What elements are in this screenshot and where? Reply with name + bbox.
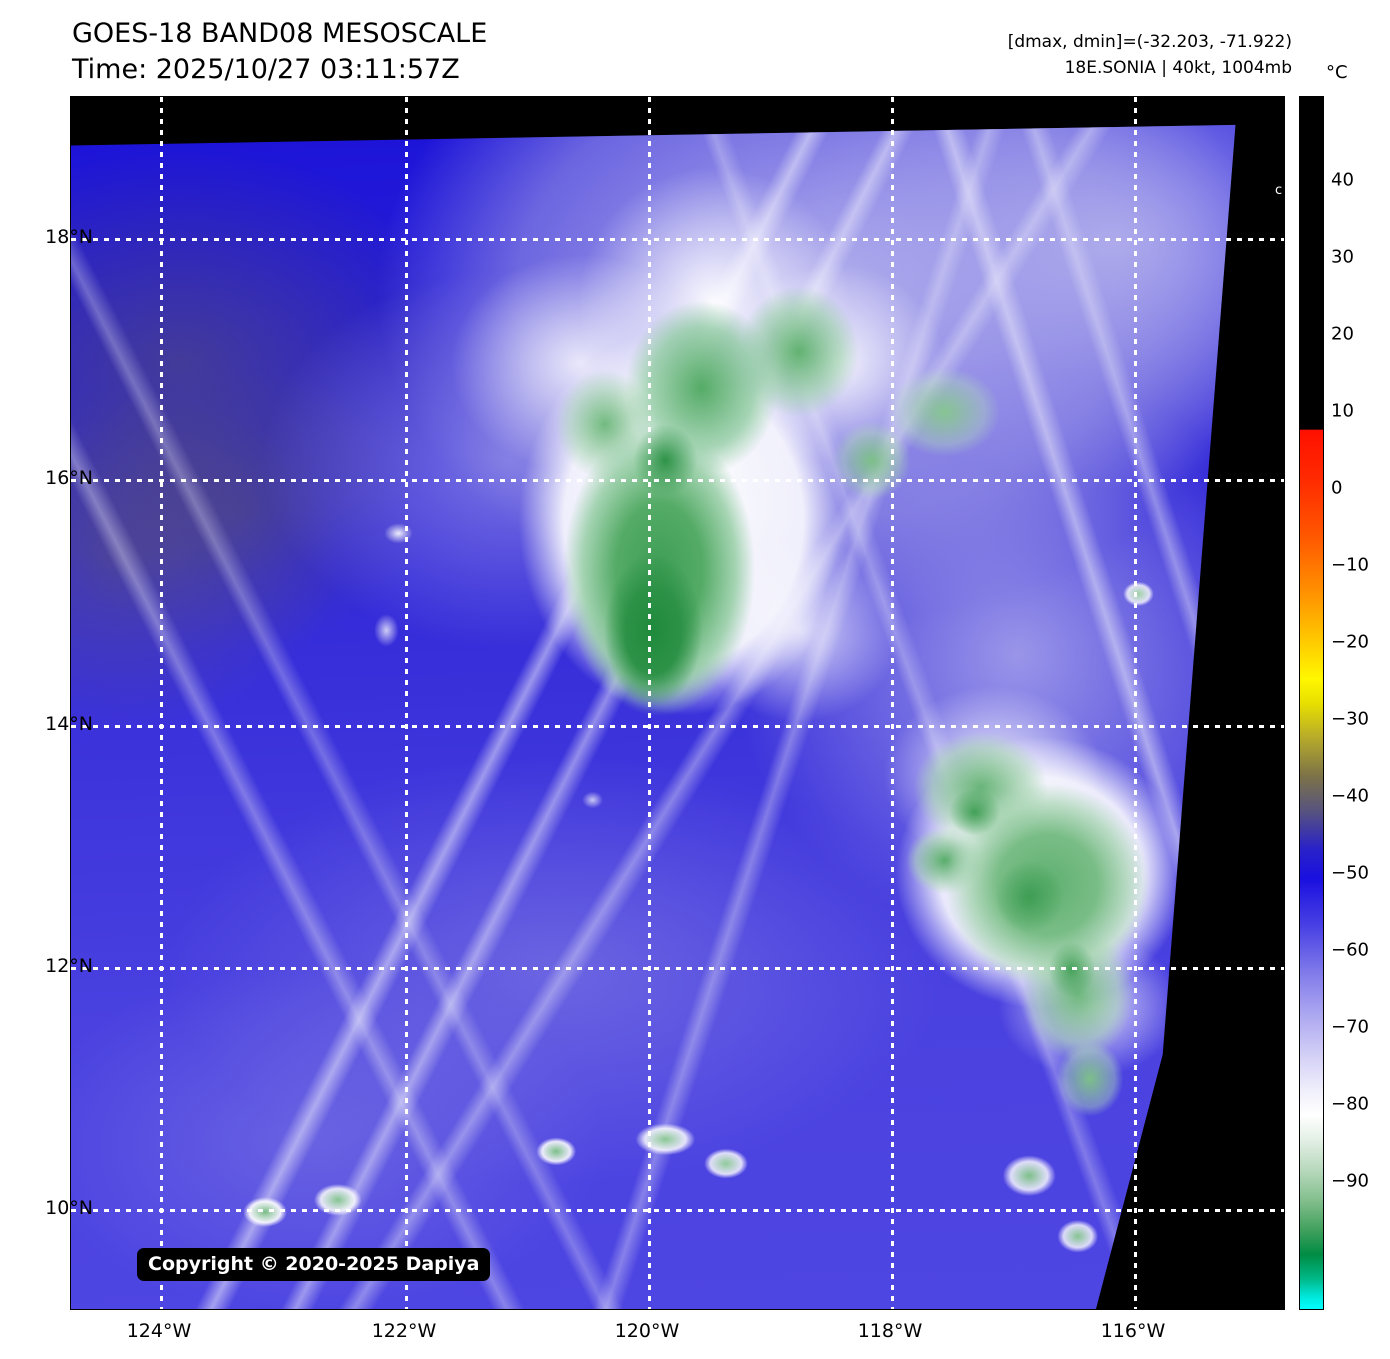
colorbar-tick-m80: −80 bbox=[1331, 1093, 1369, 1115]
satellite-raster bbox=[71, 124, 1236, 1309]
colorbar-tick-m40: −40 bbox=[1331, 785, 1369, 807]
temperature-colorbar[interactable] bbox=[1299, 96, 1324, 1310]
copyright-watermark: Copyright © 2020-2025 Dapiya bbox=[137, 1248, 491, 1281]
ytick-label-18n: 18°N bbox=[45, 226, 93, 248]
colorbar-tick-m60: −60 bbox=[1331, 939, 1369, 961]
colorbar-tick-m50: −50 bbox=[1331, 862, 1369, 884]
header-metadata-block: [dmax, dmin]=(-32.203, -71.922) 18E.SONI… bbox=[1008, 30, 1292, 81]
colorbar-tick-m10: −10 bbox=[1331, 554, 1369, 576]
colorbar-unit-label: °C bbox=[1326, 62, 1348, 83]
xtick-label-116w: 116°W bbox=[1100, 1320, 1166, 1342]
colorbar-tick-20: 20 bbox=[1331, 323, 1354, 345]
xtick-label-120w: 120°W bbox=[614, 1320, 680, 1342]
edge-artifact-glyph: c bbox=[1275, 183, 1283, 198]
layer-scattered-cells bbox=[71, 124, 1236, 1309]
ytick-label-12n: 12°N bbox=[45, 955, 93, 977]
colorbar-tick-m20: −20 bbox=[1331, 631, 1369, 653]
xtick-label-118w: 118°W bbox=[857, 1320, 923, 1342]
colorbar-tick-30: 30 bbox=[1331, 246, 1354, 268]
xtick-label-122w: 122°W bbox=[371, 1320, 437, 1342]
colorbar-tick-m90: −90 bbox=[1331, 1170, 1369, 1192]
ytick-label-14n: 14°N bbox=[45, 713, 93, 735]
colorbar-tick-0: 0 bbox=[1331, 477, 1343, 499]
colorbar-tick-m30: −30 bbox=[1331, 708, 1369, 730]
colorbar-tick-m70: −70 bbox=[1331, 1016, 1369, 1038]
data-range-label: [dmax, dmin]=(-32.203, -71.922) bbox=[1007, 32, 1292, 52]
ytick-label-10n: 10°N bbox=[45, 1197, 93, 1219]
storm-info-label: 18E.SONIA | 40kt, 1004mb bbox=[1064, 57, 1292, 78]
header-title-block: GOES-18 BAND08 MESOSCALE Time: 2025/10/2… bbox=[72, 16, 487, 87]
xtick-label-124w: 124°W bbox=[126, 1320, 192, 1342]
satellite-image-plot[interactable]: Copyright © 2020-2025 Dapiya bbox=[70, 96, 1285, 1310]
ytick-label-16n: 16°N bbox=[45, 467, 93, 489]
page-title: GOES-18 BAND08 MESOSCALE bbox=[72, 18, 488, 49]
timestamp-label: Time: 2025/10/27 03:11:57Z bbox=[72, 53, 460, 85]
colorbar-tick-40: 40 bbox=[1331, 169, 1354, 191]
colorbar-tick-10: 10 bbox=[1331, 400, 1354, 422]
